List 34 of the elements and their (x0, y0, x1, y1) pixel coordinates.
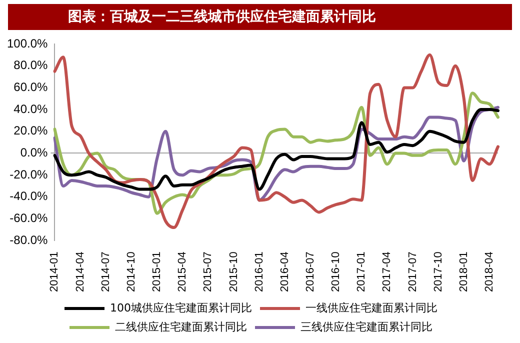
y-tick-label: -40.0% (10, 189, 48, 204)
chart-title: 图表：百城及一二三线城市供应住宅建面累计同比 (8, 4, 512, 30)
x-tick-label: 2018-04 (484, 252, 496, 292)
legend-label: 100城供应住宅建面累计同比 (110, 301, 252, 314)
y-tick-label: 40.0% (14, 102, 48, 116)
y-tick-label: 100.0% (6, 36, 48, 50)
legend-label: 一线供应住宅建面累计同比 (306, 301, 438, 314)
y-tick-label: 20.0% (14, 124, 48, 138)
line-series (53, 53, 500, 230)
y-tick-label: 60.0% (14, 80, 48, 94)
x-tick-label: 2017-07 (406, 252, 419, 292)
x-tick-label: 2015-04 (176, 252, 189, 292)
legend-label: 三线供应住宅建面累计同比 (300, 320, 432, 334)
x-tick-label: 2014-04 (74, 252, 86, 292)
x-tick-label: 2017-04 (381, 252, 394, 292)
y-tick-label: 0.0% (20, 146, 48, 160)
x-tick-label: 2015-07 (202, 252, 214, 292)
x-tick-label: 2016-10 (330, 252, 342, 292)
x-tick-label: 2017-10 (432, 252, 444, 292)
x-tick-label: 2016-01 (253, 252, 266, 292)
x-tick-label: 2015-01 (151, 252, 164, 292)
y-tick-label: -80.0% (10, 232, 48, 247)
x-tick-label: 2016-07 (304, 252, 316, 292)
x-tick-label: 2014-10 (125, 252, 138, 292)
x-tick-label: 2016-04 (278, 252, 291, 292)
x-tick-label: 2015-10 (228, 252, 240, 292)
y-tick-label: -60.0% (10, 211, 48, 226)
x-tick-label: 2018-01 (458, 252, 470, 292)
y-tick-label: -20.0% (10, 167, 48, 182)
y-tick-label: 80.0% (14, 58, 48, 72)
x-tick-label: 2014-07 (100, 252, 112, 292)
legend-label: 二线供应住宅建面累计同比 (115, 320, 247, 334)
x-tick-label: 2017-01 (356, 252, 368, 292)
x-tick-label: 2014-01 (48, 252, 61, 292)
